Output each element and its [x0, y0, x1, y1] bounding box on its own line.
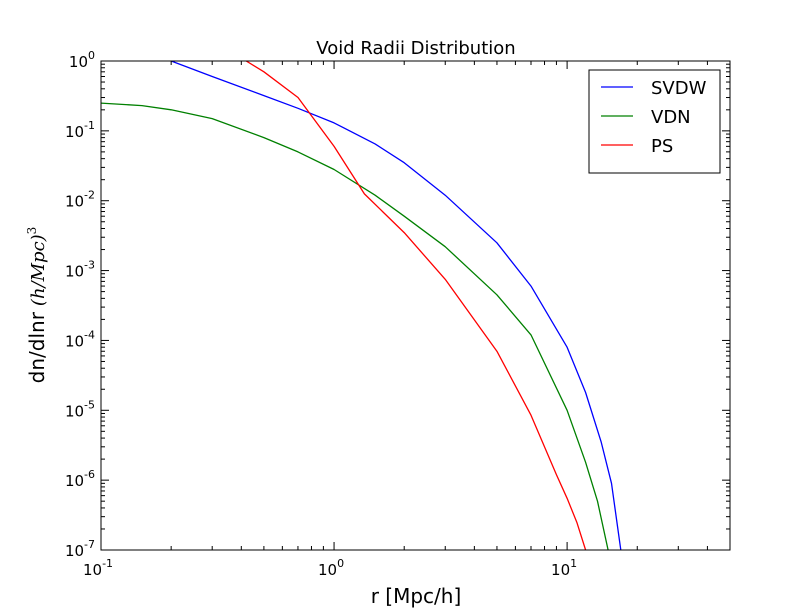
- plot-border: [100, 60, 731, 551]
- y-tick-label: 10-5: [65, 398, 95, 420]
- y-axis-title-prefix: dn/dlnr: [25, 311, 49, 383]
- y-axis-title: dn/dlnr (h/Mpc)3: [25, 227, 49, 384]
- chart-title: Void Radii Distribution: [316, 38, 515, 59]
- y-tick-label: 10-7: [65, 538, 95, 560]
- y-tick-label: 10-2: [65, 189, 95, 211]
- x-tick-label: 100: [318, 557, 344, 579]
- y-axis-title-unit-exponent: 3: [25, 227, 39, 235]
- series-group: [101, 61, 622, 550]
- series-line-svdw: [170, 61, 622, 550]
- x-axis-title: r [Mpc/h]: [371, 584, 462, 608]
- legend-label: SVDW: [651, 78, 707, 99]
- axis-ticks: [100, 60, 731, 551]
- plot-frame: [100, 60, 731, 551]
- y-tick-label: 10-4: [65, 328, 95, 350]
- x-tick-label: 101: [551, 557, 577, 579]
- y-tick-label: 10-3: [65, 259, 95, 281]
- y-axis-title-unit: (h/Mpc): [28, 234, 49, 306]
- legend-item-svdw: SVDW: [601, 78, 707, 99]
- legend: SVDW VDN PS: [588, 69, 721, 174]
- y-tick-label: 100: [69, 49, 95, 71]
- axis-tick-labels: 10-1 100 101 100 10-1 10-2 10-3 10-4 10-5 10-6 10-…: [65, 49, 577, 579]
- legend-label: VDN: [651, 107, 691, 128]
- series-line-vdn: [101, 102, 609, 550]
- legend-label: PS: [651, 136, 673, 157]
- legend-items: SVDW VDN PS: [601, 78, 707, 157]
- series-line-ps: [245, 61, 587, 550]
- legend-item-ps: PS: [601, 136, 673, 157]
- x-tick-label: 10-1: [83, 557, 113, 579]
- y-tick-label: 10-1: [65, 119, 95, 141]
- legend-item-vdn: VDN: [601, 107, 691, 128]
- y-tick-label: 10-6: [65, 468, 95, 490]
